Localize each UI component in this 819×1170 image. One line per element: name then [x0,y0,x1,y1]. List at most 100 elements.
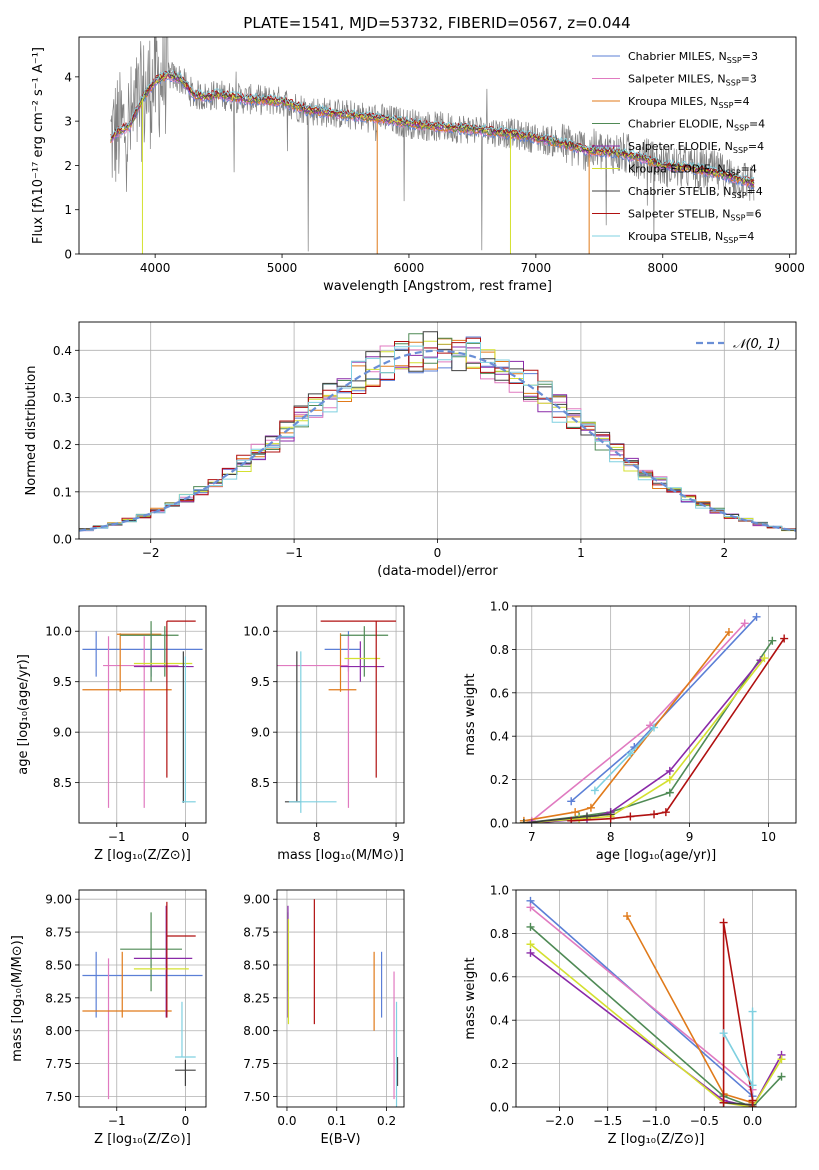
y-tick-label: 0.0 [490,1101,509,1115]
y-axis-label: Normed distribution [24,366,39,496]
series-kroupa-miles [519,628,733,823]
x-tick-label: 9 [686,830,694,844]
x-tick-label: −2 [142,546,160,560]
y-tick-label: 7.75 [243,1057,270,1071]
y-tick-label: 7.75 [45,1057,72,1071]
legend-label: Kroupa MILES, NSSP=4 [628,95,750,110]
point-marker [665,766,674,775]
plot-area [287,899,399,1107]
x-tick-label: −1 [108,830,126,844]
y-tick-label: 1 [64,203,72,217]
y-tick-label: 10.0 [45,625,72,639]
panel-mass-weight-vs-age: 7 8 9 10 0.0 0.2 0.4 0.6 0.8 1.0 age [log₁₀(age/yr… [463,600,797,863]
legend-label: Salpeter MILES, NSSP=3 [628,73,757,88]
axes-frame [515,889,797,1108]
panel-mass-vs-Z: −1 0 7.50 7.75 8.00 8.25 8.50 8.75 9.00 Z [log₁₀(… [10,889,207,1147]
y-tick-label: 9.0 [251,726,270,740]
errorbar-salpeter-miles [103,636,179,808]
y-tick-label: 9.0 [53,726,72,740]
x-tick-label: 8000 [647,261,678,275]
series-line [570,616,758,802]
y-tick-label: 0.6 [490,686,509,700]
legend-label: Kroupa STELIB, NSSP=4 [628,230,754,245]
y-tick-label: 8.00 [243,1024,270,1038]
axes-frame [276,605,405,824]
errorbar-chabrier-elodie [120,621,179,682]
series-kroupa-miles [623,912,757,1107]
point-marker [752,612,761,621]
series-line [529,943,783,1107]
series-kroupa-stelib [719,1007,757,1090]
y-tick-label: 0.3 [53,391,72,405]
y-tick-label: 8.25 [243,991,270,1005]
plot-area [110,37,755,254]
y-tick-label: 0.2 [490,773,509,787]
plot-area [526,896,786,1107]
y-tick-label: 0.2 [53,438,72,452]
point-marker [760,654,769,663]
x-axis-label: E(B-V) [320,1132,360,1147]
x-tick-label: 10 [761,830,776,844]
point-marker [780,634,789,643]
x-axis-label: Z [log₁₀(Z/Z⊙)] [94,848,191,863]
x-tick-label: 0 [182,830,190,844]
y-tick-label: 7.50 [45,1090,72,1104]
series-line [722,922,754,1107]
grid [277,890,404,1107]
point-marker [661,808,670,817]
errorbar-salpeter-stelib [320,620,397,778]
grid [516,605,796,824]
panel-mass-vs-EBV: 0.0 0.1 0.2 7.50 7.75 8.00 8.25 8.50 8.75 9.00 E(B… [243,889,405,1147]
y-axis-label: mass weight [463,673,478,755]
point-marker [777,1055,786,1064]
y-tick-label: 8.5 [251,776,270,790]
point-marker [526,948,535,957]
legend-label: Chabrier MILES, NSSP=3 [628,50,758,65]
point-marker [665,788,674,797]
y-tick-label: 7.50 [243,1090,270,1104]
y-tick-label: 8.75 [243,926,270,940]
y-tick-label: 0.0 [490,817,509,831]
series-salpeter-stelib [719,918,757,1107]
grid [516,889,796,1108]
series-chabrier-miles [567,612,761,806]
x-axis-label: Z [log₁₀(Z/Z⊙)] [94,1132,191,1147]
x-axis-label: Z [log₁₀(Z/Z⊙)] [608,1132,705,1147]
histogram-kroupa-stelib [79,342,796,531]
point-marker [777,1072,786,1081]
x-axis-label: age [log₁₀(age/yr)] [596,848,717,863]
point-marker [748,1007,757,1016]
point-marker [719,918,728,927]
y-tick-label: 8.25 [45,991,72,1005]
x-tick-label: 0 [434,546,442,560]
point-marker [650,723,659,732]
series-salpeter-stelib [567,634,789,823]
point-marker [526,922,535,931]
point-marker [575,814,584,823]
x-tick-label: −1.5 [593,1114,622,1128]
chart-title: PLATE=1541, MJD=53732, FIBERID=0567, z=0… [243,14,630,32]
errorbar-kroupa-miles [328,633,357,692]
point-marker [526,940,535,949]
point-marker [586,803,595,812]
y-tick-label: 0.2 [490,1057,509,1071]
y-tick-label: 0.4 [490,1014,509,1028]
point-marker [590,786,599,795]
panel-residuals: −2 −1 0 1 2 0.0 0.1 0.2 0.3 0.4 (data-model)/error… [24,321,797,579]
errorbar-chabrier-miles [82,631,203,677]
plot-area [277,620,397,813]
point-marker [526,903,535,912]
grid [79,890,206,1107]
y-tick-label: 9.00 [243,893,270,907]
ticks: −2 −1 0 1 2 0.0 0.1 0.2 0.3 0.4 [53,344,728,560]
series-salpeter-elodie [527,656,765,823]
y-tick-label: 0 [64,248,72,262]
y-tick-label: 9.00 [45,893,72,907]
point-marker [748,1103,757,1107]
point-marker [719,1098,728,1107]
y-axis-label: mass weight [463,957,478,1039]
errorbar-salpeter-stelib [166,901,196,1018]
x-axis-label: wavelength [Angstrom, rest frame] [323,279,552,294]
errorbar-kroupa-stelib [175,1001,196,1058]
